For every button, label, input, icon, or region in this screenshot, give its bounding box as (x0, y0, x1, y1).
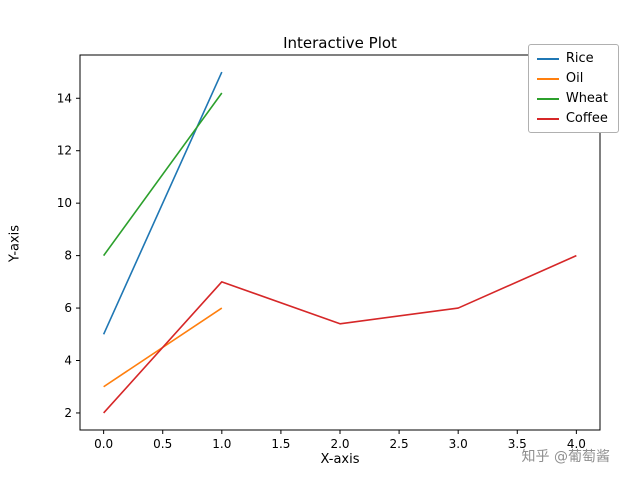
y-tick-label: 2 (64, 406, 72, 420)
y-tick-label: 6 (64, 301, 72, 315)
legend-item-oil[interactable]: Oil (536, 71, 608, 86)
y-tick-label: 8 (64, 249, 72, 263)
legend-label-coffee: Coffee (565, 111, 608, 126)
y-axis-label: Y-axis (7, 224, 23, 263)
series-line-wheat (102, 92, 223, 257)
legend-swatch-wheat (536, 97, 559, 100)
legend-label-oil: Oil (565, 71, 584, 86)
y-tick-label: 14 (57, 91, 72, 105)
x-axis-label: X-axis (320, 452, 360, 467)
legend: Rice Oil Wheat Coffee (527, 44, 619, 133)
legend-swatch-rice (536, 57, 559, 60)
legend-swatch-oil (536, 77, 559, 80)
x-tick-label: 1.5 (271, 437, 290, 451)
x-tick-label: 2.0 (330, 437, 349, 451)
legend-label-wheat: Wheat (565, 91, 608, 106)
y-tick-label: 12 (57, 144, 72, 158)
legend-label-rice: Rice (565, 51, 594, 66)
chart-title: Interactive Plot (283, 34, 397, 52)
x-tick-label: 3.5 (508, 437, 527, 451)
legend-item-rice[interactable]: Rice (536, 51, 608, 66)
x-tick-label: 4.0 (567, 437, 586, 451)
legend-item-coffee[interactable]: Coffee (536, 111, 608, 126)
legend-swatch-coffee (536, 117, 559, 120)
x-tick-label: 1.0 (212, 437, 231, 451)
x-tick-label: 0.0 (94, 437, 113, 451)
watermark: 知乎 @葡萄酱 (521, 449, 610, 465)
series-line-coffee (103, 254, 577, 414)
legend-item-wheat[interactable]: Wheat (536, 91, 608, 106)
axes-frame (79, 54, 601, 431)
y-tick-label: 10 (57, 196, 72, 210)
x-tick-label: 0.5 (153, 437, 172, 451)
x-tick-label: 2.5 (390, 437, 409, 451)
x-tick-label: 3.0 (449, 437, 468, 451)
series-line-rice (102, 71, 223, 335)
y-tick-label: 4 (64, 354, 72, 368)
